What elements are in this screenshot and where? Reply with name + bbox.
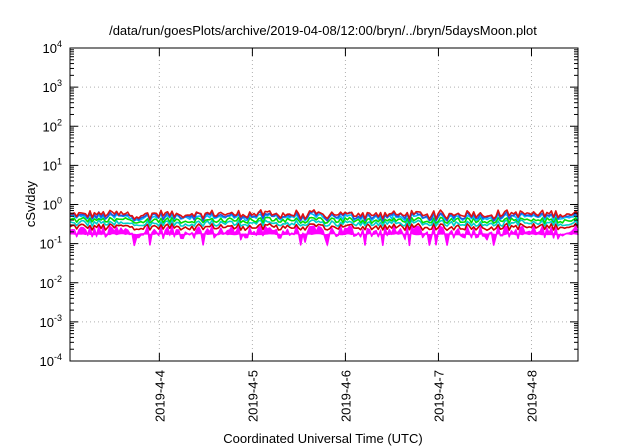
x-axis: 2019-4-4 2019-4-5 2019-4-6 2019-4-7 2019-4-8	[152, 48, 539, 422]
y-tick-label: 100	[43, 196, 62, 213]
plot-area	[69, 209, 579, 247]
series-line	[69, 225, 579, 247]
x-axis-label: Coordinated Universal Time (UTC)	[223, 431, 422, 446]
x-tick-label: 2019-4-4	[152, 370, 167, 422]
grid-lines	[70, 48, 578, 361]
x-tick-label: 2019-4-8	[524, 370, 539, 422]
y-axis-label: cSv/day	[23, 180, 38, 227]
y-axis: 10-4 10-3 10-2 10-1 100 101 102 103 104	[40, 39, 578, 369]
y-tick-label: 10-1	[40, 235, 62, 252]
y-tick-label: 10-2	[40, 274, 62, 291]
series-line	[69, 219, 579, 227]
y-tick-label: 104	[43, 39, 62, 56]
series-line	[69, 209, 579, 220]
chart-title: /data/run/goesPlots/archive/2019-04-08/1…	[109, 23, 537, 38]
x-tick-label: 2019-4-6	[338, 370, 353, 422]
series-line	[69, 222, 579, 231]
y-tick-label: 10-4	[40, 352, 62, 369]
y-tick-label: 102	[43, 117, 62, 134]
series-line	[69, 216, 579, 225]
x-tick-label: 2019-4-7	[431, 370, 446, 422]
y-tick-label: 101	[43, 156, 62, 173]
x-tick-label: 2019-4-5	[245, 370, 260, 422]
y-tick-label: 10-3	[40, 313, 62, 330]
y-tick-label: 103	[43, 78, 62, 95]
